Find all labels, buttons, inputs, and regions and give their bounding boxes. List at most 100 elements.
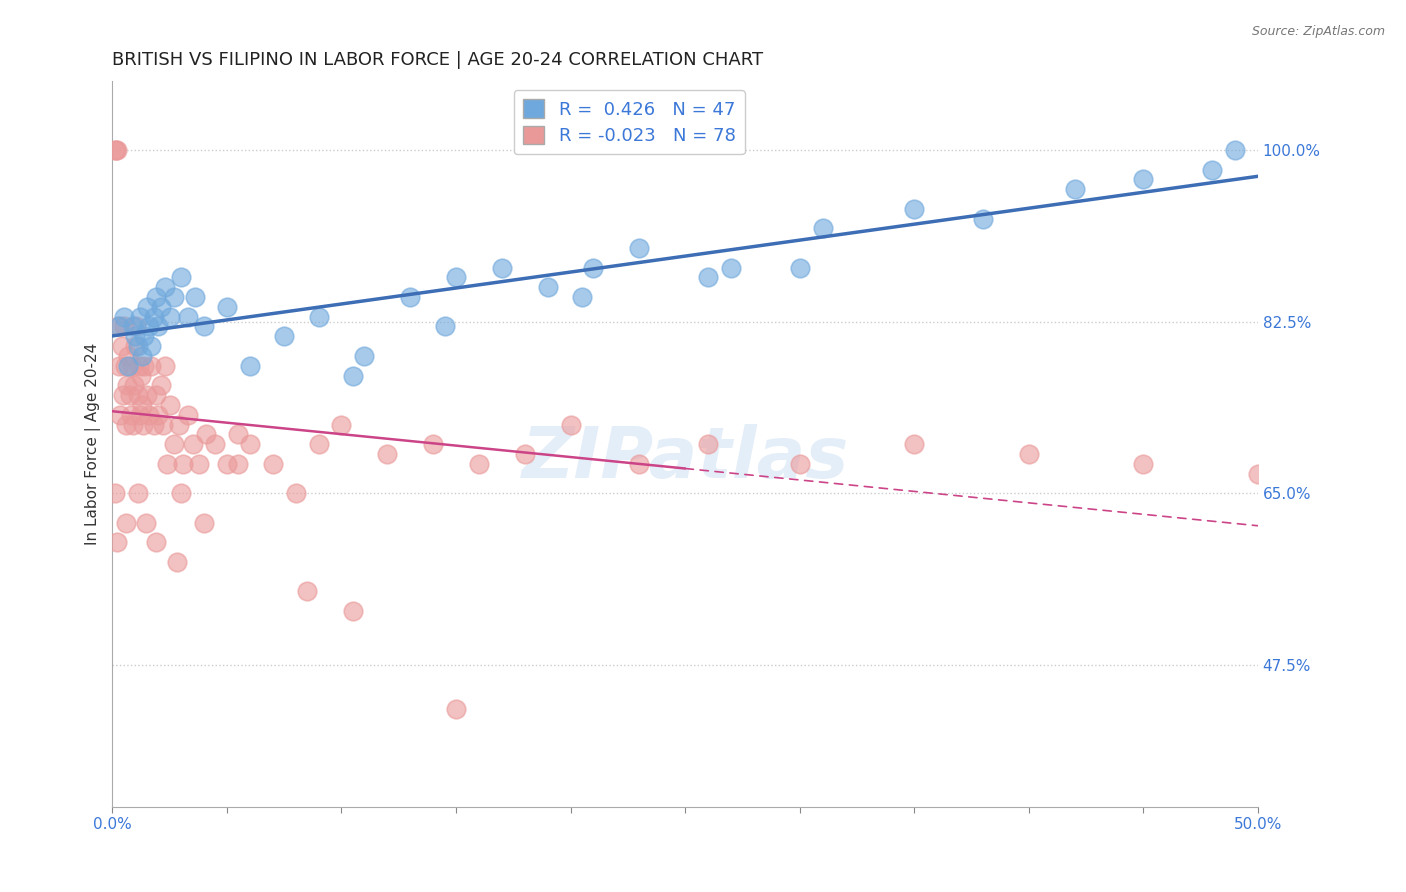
Point: [124, 329, 146, 343]
Point: [145, 535, 167, 549]
Point: [134, 359, 156, 373]
Point: [193, 319, 215, 334]
Point: [122, 378, 145, 392]
Point: [1132, 172, 1154, 186]
Point: [353, 349, 375, 363]
Point: [628, 457, 651, 471]
Point: [295, 584, 318, 599]
Point: [628, 241, 651, 255]
Point: [104, 486, 127, 500]
Point: [117, 359, 139, 373]
Point: [105, 143, 128, 157]
Point: [152, 417, 174, 432]
Point: [972, 211, 994, 226]
Point: [571, 290, 593, 304]
Point: [163, 437, 186, 451]
Point: [720, 260, 742, 275]
Point: [153, 280, 176, 294]
Legend: R =  0.426   N = 47, R = -0.023   N = 78: R = 0.426 N = 47, R = -0.023 N = 78: [513, 90, 745, 154]
Point: [156, 457, 179, 471]
Point: [1223, 143, 1246, 157]
Point: [131, 349, 153, 363]
Point: [118, 388, 141, 402]
Point: [177, 310, 200, 324]
Point: [121, 359, 143, 373]
Point: [104, 143, 127, 157]
Point: [195, 427, 218, 442]
Point: [148, 319, 170, 334]
Point: [789, 260, 811, 275]
Point: [112, 310, 135, 324]
Point: [273, 329, 295, 343]
Point: [433, 319, 456, 334]
Text: Source: ZipAtlas.com: Source: ZipAtlas.com: [1251, 25, 1385, 38]
Point: [120, 408, 142, 422]
Point: [170, 486, 193, 500]
Point: [115, 516, 138, 530]
Point: [1132, 457, 1154, 471]
Point: [145, 388, 167, 402]
Point: [181, 437, 204, 451]
Point: [789, 457, 811, 471]
Point: [560, 417, 582, 432]
Point: [444, 270, 467, 285]
Point: [134, 329, 156, 343]
Point: [193, 516, 215, 530]
Point: [141, 339, 163, 353]
Point: [170, 270, 193, 285]
Point: [188, 457, 211, 471]
Point: [239, 437, 262, 451]
Point: [128, 359, 150, 373]
Point: [342, 604, 364, 618]
Text: ZIPatlas: ZIPatlas: [522, 425, 849, 493]
Point: [172, 457, 194, 471]
Point: [308, 437, 330, 451]
Text: BRITISH VS FILIPINO IN LABOR FORCE | AGE 20-24 CORRELATION CHART: BRITISH VS FILIPINO IN LABOR FORCE | AGE…: [112, 51, 763, 69]
Point: [422, 437, 444, 451]
Point: [149, 300, 172, 314]
Point: [129, 368, 152, 383]
Point: [1247, 467, 1270, 481]
Point: [149, 378, 172, 392]
Point: [375, 447, 398, 461]
Point: [513, 447, 536, 461]
Point: [166, 555, 188, 569]
Point: [141, 359, 163, 373]
Point: [108, 359, 131, 373]
Point: [114, 359, 136, 373]
Point: [167, 417, 190, 432]
Point: [491, 260, 513, 275]
Point: [177, 408, 200, 422]
Point: [342, 368, 364, 383]
Point: [115, 417, 138, 432]
Point: [135, 300, 157, 314]
Point: [537, 280, 560, 294]
Point: [163, 290, 186, 304]
Point: [129, 310, 152, 324]
Point: [204, 437, 226, 451]
Point: [108, 319, 131, 334]
Point: [132, 417, 155, 432]
Point: [215, 457, 238, 471]
Point: [228, 427, 250, 442]
Point: [284, 486, 307, 500]
Point: [468, 457, 491, 471]
Point: [1201, 162, 1223, 177]
Point: [184, 290, 207, 304]
Point: [127, 388, 149, 402]
Point: [228, 457, 250, 471]
Point: [308, 310, 330, 324]
Point: [107, 319, 129, 334]
Point: [148, 408, 170, 422]
Point: [135, 388, 157, 402]
Point: [811, 221, 834, 235]
Point: [330, 417, 353, 432]
Point: [145, 290, 167, 304]
Point: [124, 339, 146, 353]
Point: [444, 702, 467, 716]
Point: [122, 319, 145, 334]
Point: [117, 349, 139, 363]
Point: [903, 437, 925, 451]
Point: [105, 535, 128, 549]
Point: [104, 143, 127, 157]
